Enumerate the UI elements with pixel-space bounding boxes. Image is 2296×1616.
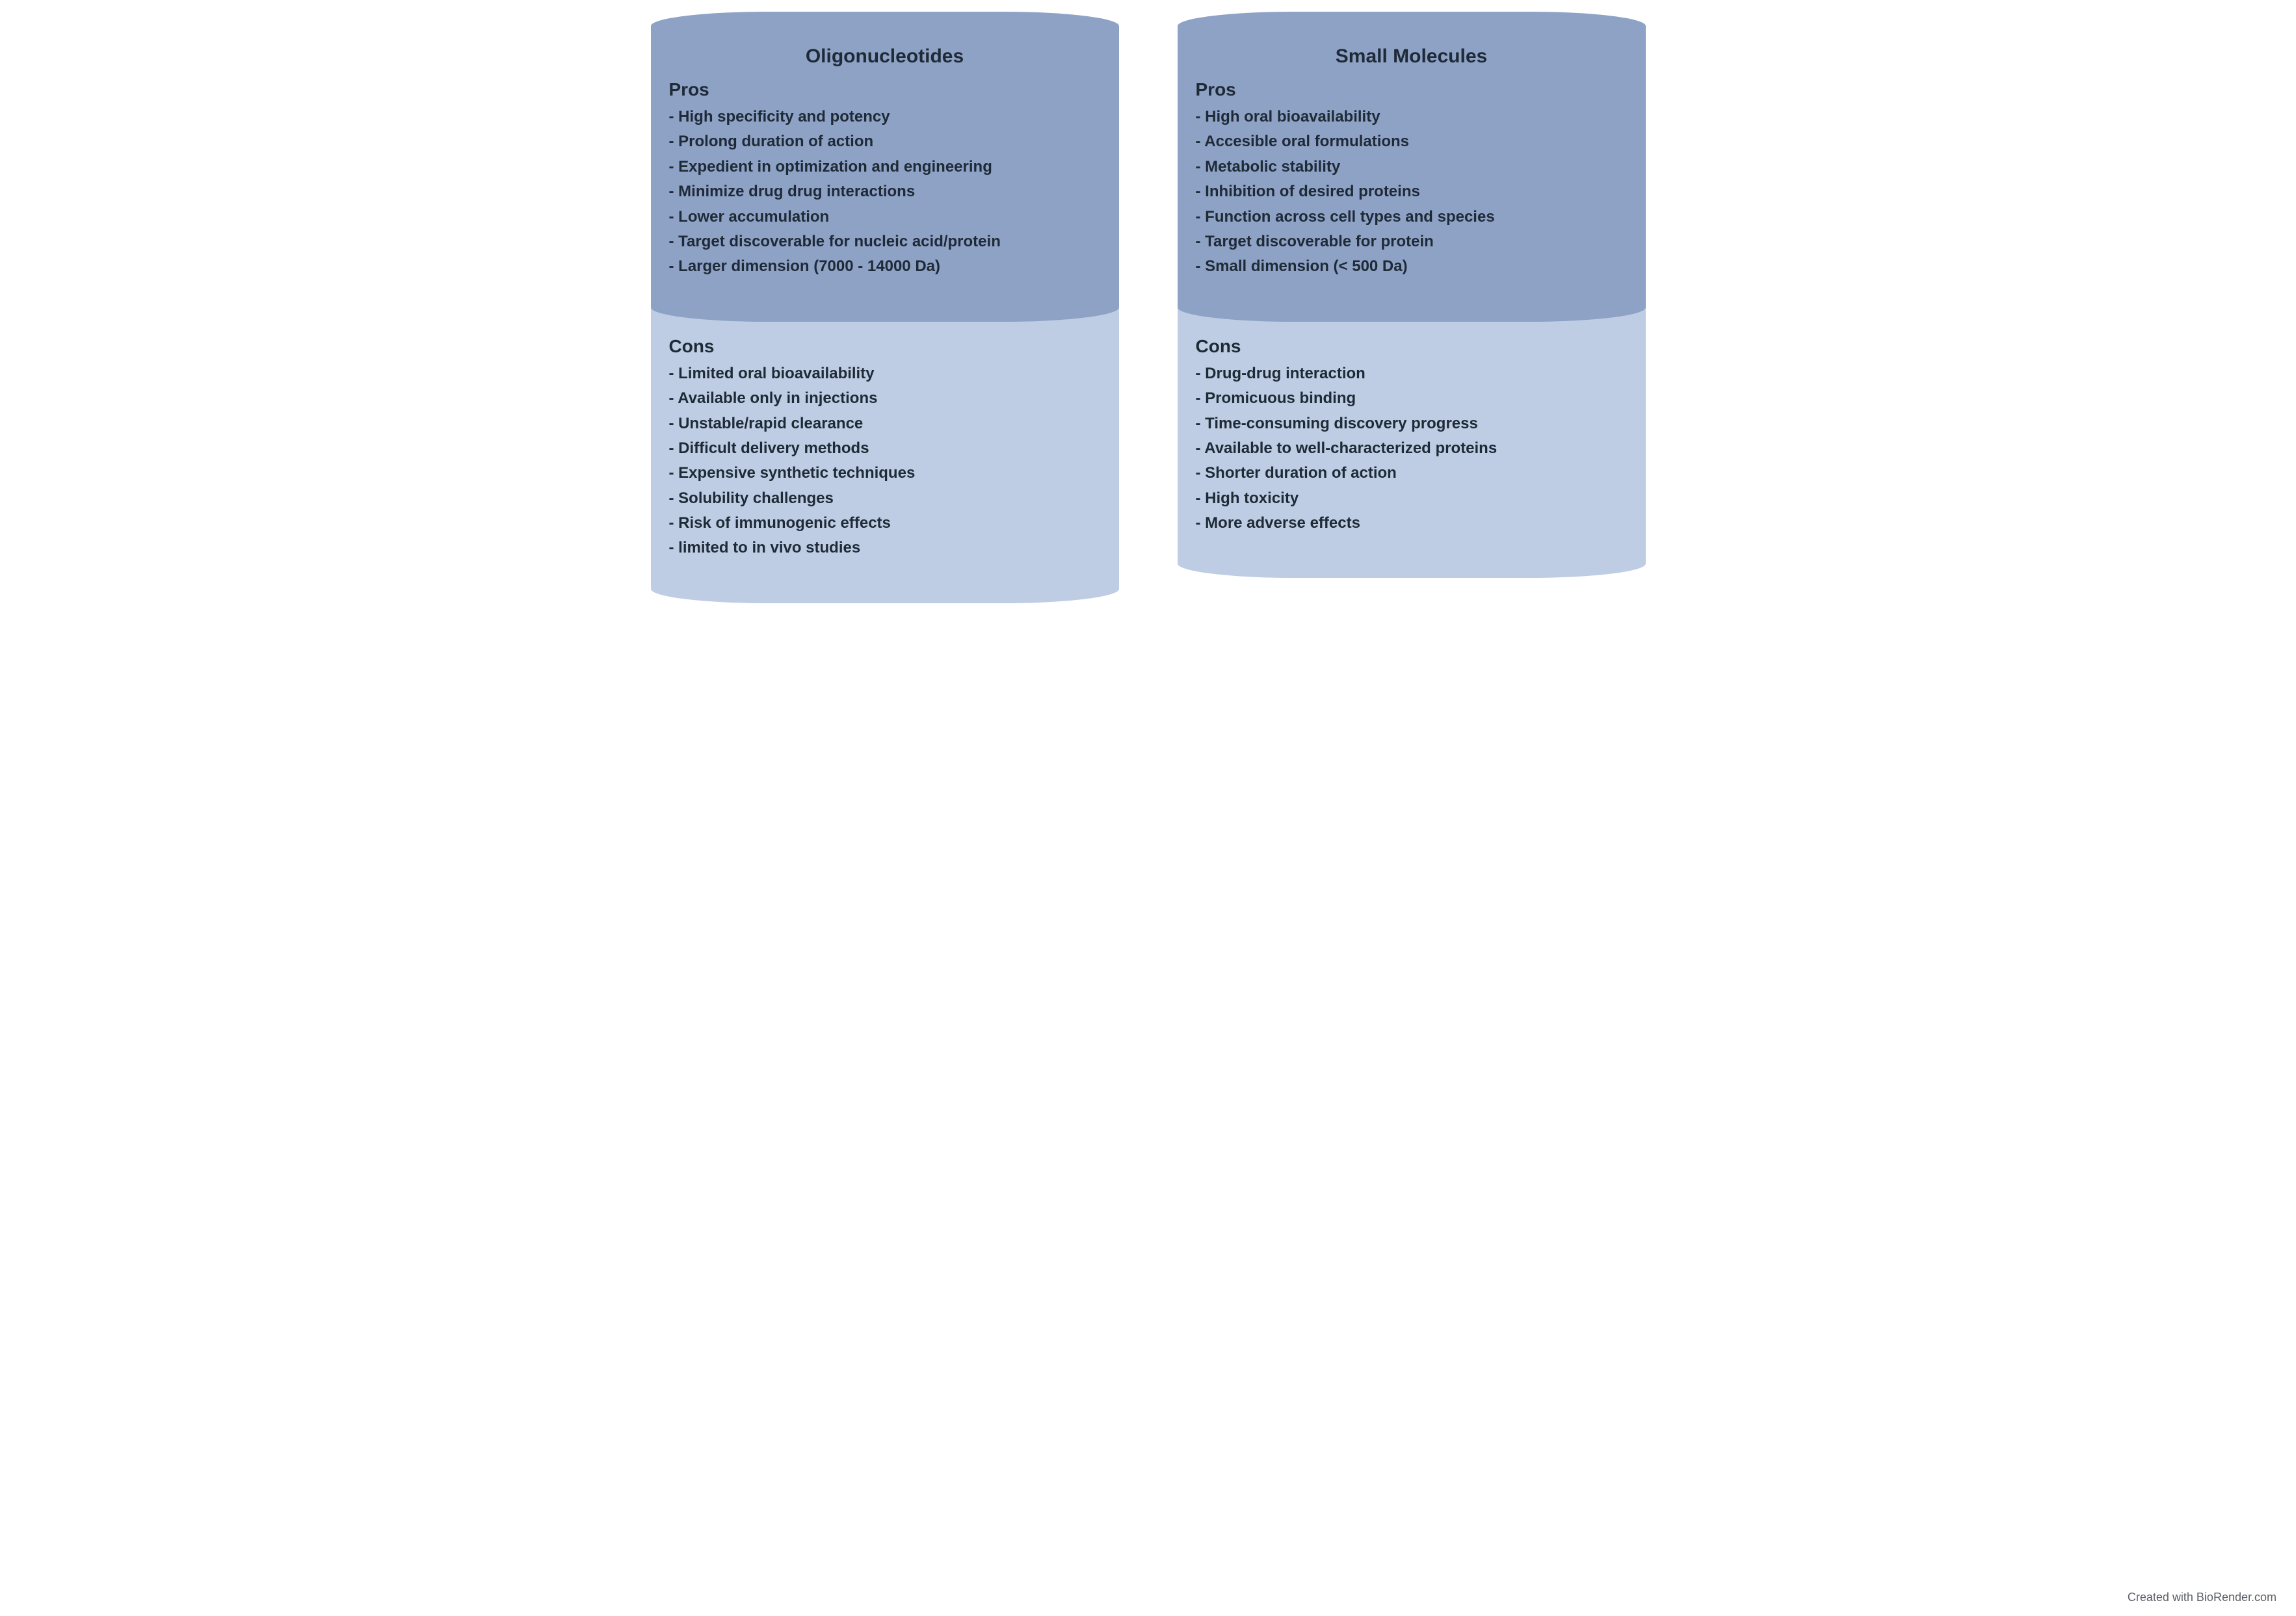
pros-label: Pros — [669, 79, 1101, 100]
cons-item: - Drug-drug interaction — [1196, 363, 1628, 384]
cons-label: Cons — [1196, 336, 1628, 357]
cylinder-oligonucleotides: Oligonucleotides Pros - High specificity a… — [651, 26, 1119, 589]
pros-item: - Function across cell types and species — [1196, 207, 1628, 228]
pros-bottom-ellipse — [651, 293, 1119, 322]
cons-section: Cons - Limited oral bioavailability - Avai… — [651, 307, 1119, 589]
cons-item: - Available to well-characterized protei… — [1196, 438, 1628, 459]
pros-item: - Inhibition of desired proteins — [1196, 181, 1628, 202]
pros-section: Small Molecules Pros - High oral bioavaila… — [1178, 26, 1646, 307]
pros-section: Oligonucleotides Pros - High specificity a… — [651, 26, 1119, 307]
cylinder-title: Small Molecules — [1196, 46, 1628, 68]
cons-item: - Shorter duration of action — [1196, 463, 1628, 484]
cylinder-small-molecules: Small Molecules Pros - High oral bioavaila… — [1178, 26, 1646, 564]
cons-label: Cons — [669, 336, 1101, 357]
cons-item: - limited to in vivo studies — [669, 538, 1101, 558]
pros-item: - Expedient in optimization and engineer… — [669, 157, 1101, 177]
cylinder-bottom-ellipse — [651, 575, 1119, 603]
pros-item: - Larger dimension (7000 - 14000 Da) — [669, 256, 1101, 277]
pros-item: - Lower accumulation — [669, 207, 1101, 228]
cylinder-top-ellipse — [1178, 12, 1646, 40]
pros-item: - Prolong duration of action — [669, 131, 1101, 152]
cons-item: - Limited oral bioavailability — [669, 363, 1101, 384]
cons-item: - Risk of immunogenic effects — [669, 513, 1101, 534]
cons-item: - Available only in injections — [669, 388, 1101, 409]
cons-item: - Difficult delivery methods — [669, 438, 1101, 459]
cons-item: - Time-consuming discovery progress — [1196, 413, 1628, 434]
cons-section: Cons - Drug-drug interaction - Promicuous … — [1178, 307, 1646, 564]
cons-item: - High toxicity — [1196, 488, 1628, 509]
pros-item: - Metabolic stability — [1196, 157, 1628, 177]
cons-item: - More adverse effects — [1196, 513, 1628, 534]
cylinder-row: Oligonucleotides Pros - High specificity a… — [39, 26, 2257, 589]
cylinder-top-ellipse — [651, 12, 1119, 40]
cons-item: - Solubility challenges — [669, 488, 1101, 509]
pros-label: Pros — [1196, 79, 1628, 100]
credit-text: Created with BioRender.com — [2128, 1591, 2276, 1604]
cylinder-bottom-ellipse — [1178, 549, 1646, 578]
cons-item: - Promicuous binding — [1196, 388, 1628, 409]
cylinder-title: Oligonucleotides — [669, 46, 1101, 68]
pros-bottom-ellipse — [1178, 293, 1646, 322]
pros-item: - High oral bioavailability — [1196, 107, 1628, 127]
pros-item: - Minimize drug drug interactions — [669, 181, 1101, 202]
pros-item: - High specificity and potency — [669, 107, 1101, 127]
pros-item: - Target discoverable for nucleic acid/p… — [669, 231, 1101, 252]
pros-item: - Target discoverable for protein — [1196, 231, 1628, 252]
cons-item: - Expensive synthetic techniques — [669, 463, 1101, 484]
pros-item: - Small dimension (< 500 Da) — [1196, 256, 1628, 277]
cons-item: - Unstable/rapid clearance — [669, 413, 1101, 434]
pros-item: - Accesible oral formulations — [1196, 131, 1628, 152]
